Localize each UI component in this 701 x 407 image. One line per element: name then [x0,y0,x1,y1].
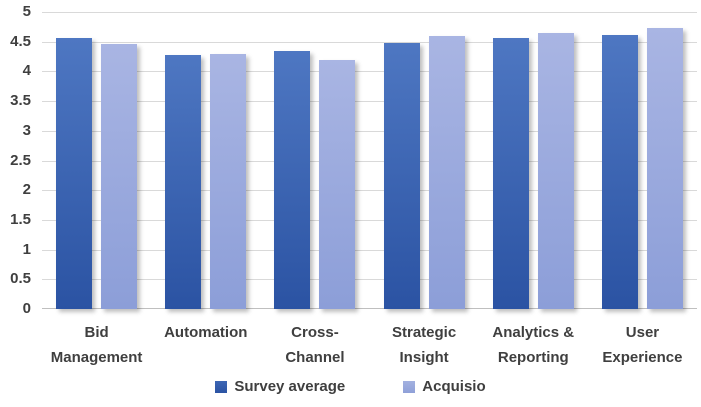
y-tick-label-1.5: 1.5 [10,211,31,228]
y-tick-label-4.5: 4.5 [10,33,31,50]
gridline-4.5 [42,42,697,43]
bar-group-bid-management [42,12,151,309]
bar-group-automation [151,12,260,309]
gridline-4 [42,71,697,72]
category-label-bid-management: Bid Management [50,324,143,366]
legend-item-acquisio: Acquisio [403,378,486,395]
category-label-strategic-insight: Strategic Insight [392,324,457,366]
gridline-2.5 [42,161,697,162]
legend-swatch-icon [403,380,416,393]
category-label-analytics-reporting: Analytics & Reporting [492,324,575,366]
y-tick-label-2.5: 2.5 [10,152,31,169]
gridline-1 [42,250,697,251]
bar-acquisio-automation [210,54,247,309]
gridline-5 [42,12,697,13]
bar-acquisio-cross-channel [319,60,356,309]
bar-acquisio-analytics-reporting [537,33,574,309]
category-label-automation: Automation [164,324,248,341]
bar-group-strategic-insight [370,12,479,309]
y-axis-labels: 0 0.5 1 1.5 2 2.5 3 3.5 4 4.5 5 [0,3,31,317]
y-tick-label-5: 5 [22,3,31,20]
y-tick-label-3: 3 [22,122,31,139]
bar-survey-average-automation [165,55,202,309]
gridline-1.5 [42,220,697,221]
category-label-user-experience: User Experience [602,324,683,366]
bar-groups [42,12,697,309]
gridline-3 [42,131,697,132]
bar-group-cross-channel [260,12,369,309]
bar-survey-average-cross-channel [274,51,311,309]
category-label-cross-channel: Cross-Channel [285,324,345,366]
gridline-0.5 [42,279,697,280]
y-tick-label-1: 1 [22,241,31,258]
bar-group-analytics-reporting [479,12,588,309]
bar-acquisio-user-experience [646,28,683,309]
bar-survey-average-user-experience [601,35,638,309]
gridline-0 [42,308,697,309]
bar-survey-average-bid-management [56,38,93,309]
y-tick-label-0: 0 [22,300,31,317]
bar-group-user-experience [588,12,697,309]
y-tick-label-4: 4 [22,62,31,79]
gridline-2 [42,190,697,191]
legend-item-survey-average: Survey average [215,378,345,395]
legend-swatch-icon [215,380,228,393]
x-axis-category-labels: Bid Management Automation Cross-Channel Str… [42,320,697,370]
legend: Survey average Acquisio [0,378,701,395]
legend-label: Survey average [234,378,346,395]
gridline-3.5 [42,101,697,102]
bar-acquisio-strategic-insight [428,36,465,309]
y-tick-label-2: 2 [22,181,31,198]
y-tick-label-3.5: 3.5 [10,92,31,109]
bar-survey-average-analytics-reporting [492,38,529,309]
legend-label: Acquisio [422,378,486,395]
y-tick-label-0.5: 0.5 [10,270,31,287]
plot-area [42,12,697,309]
bar-survey-average-strategic-insight [383,43,420,309]
bar-acquisio-bid-management [101,44,138,309]
